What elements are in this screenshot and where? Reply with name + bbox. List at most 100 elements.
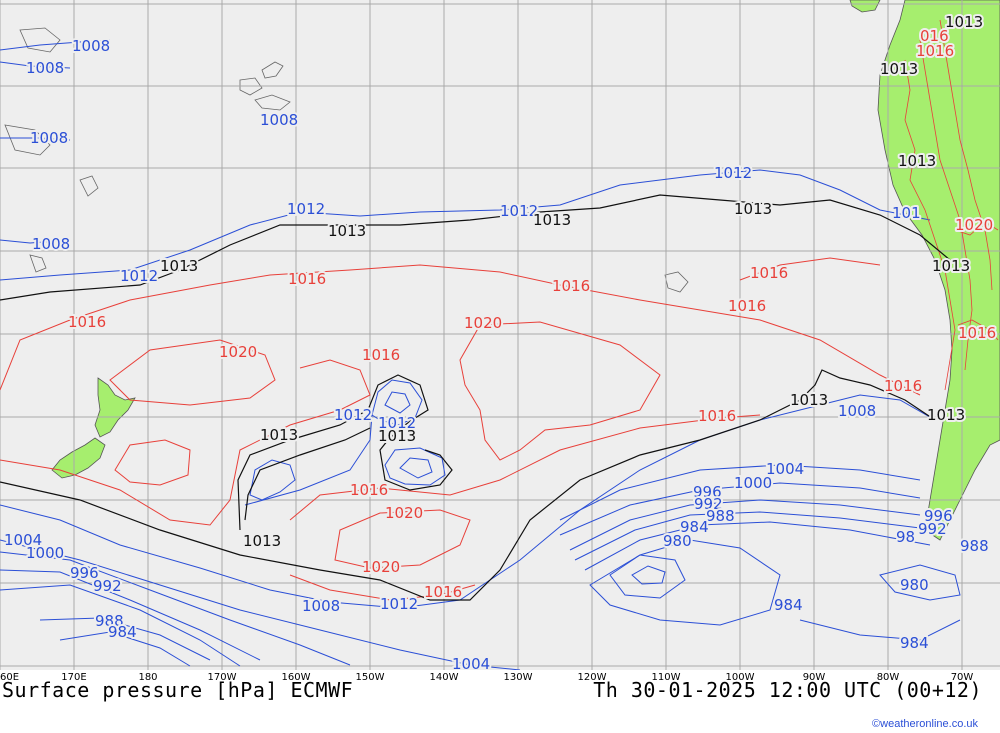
longitude-tick-label: 60E xyxy=(0,672,19,683)
isobar-980-se xyxy=(879,564,961,601)
longitude-tick-label: 90W xyxy=(803,672,826,683)
isobar-1008-nw xyxy=(0,39,111,51)
isobar-1013-low-inner xyxy=(244,427,371,521)
island-outline xyxy=(239,77,263,96)
isobar-label: 1008 xyxy=(30,129,68,147)
isobar-label: 1012 xyxy=(714,164,752,182)
isobar-1012-east-low xyxy=(384,447,446,486)
longitude-tick-label: 140W xyxy=(430,672,459,683)
isobar-label: 1013 xyxy=(898,152,936,170)
isobar-label: 98 xyxy=(896,528,915,546)
isobar-1012-inner2 xyxy=(384,391,411,414)
isobar-label: 1013 xyxy=(790,391,828,409)
isobar-label: 988 xyxy=(95,612,124,630)
isobar-992 xyxy=(0,584,241,667)
isobar-1012-east-low2 xyxy=(399,457,433,479)
isobar-1013-south xyxy=(0,369,936,601)
isobar-label: 1016 xyxy=(552,277,590,295)
island-outline xyxy=(79,175,99,197)
isobar-1000 xyxy=(0,551,351,666)
isobar-label: 992 xyxy=(694,495,723,513)
map-footer: 60E 170E 180 170W 160W 150W 140W 130W 12… xyxy=(0,670,1000,733)
isobar-label: 1013 xyxy=(880,60,918,78)
isobar-label: 1004 xyxy=(452,655,490,670)
isobar-label: 1013 xyxy=(945,13,983,31)
isobar-label: 1016 xyxy=(362,346,400,364)
isobar-label: 1020 xyxy=(464,314,502,332)
isobars-low xyxy=(0,39,961,670)
isobar-label: 1016 xyxy=(424,583,462,601)
isobar-label: 1020 xyxy=(362,558,400,576)
isobar-label: 988 xyxy=(706,507,735,525)
longitude-tick-label: 100W xyxy=(726,672,755,683)
isobar-label: 1013 xyxy=(260,426,298,444)
isobar-1020-west xyxy=(109,339,276,406)
isobar-label: 1016 xyxy=(698,407,736,425)
isobar-label: 1004 xyxy=(766,460,804,478)
isobar-1012-north xyxy=(0,169,931,281)
new-zealand-south-island xyxy=(51,437,106,479)
isobar-label: 996 xyxy=(693,483,722,501)
isobar-1016-north xyxy=(0,264,921,396)
isobar-984 xyxy=(59,631,191,667)
isobar-label: 1012 xyxy=(334,406,372,424)
isobar-label: 1008 xyxy=(302,597,340,615)
isobar-label: 980 xyxy=(900,576,929,594)
isobar-label: 016 xyxy=(920,27,949,45)
isobar-label: 1020 xyxy=(955,216,993,234)
isobar-label: 1013 xyxy=(160,257,198,275)
isobar-984-east xyxy=(589,539,781,626)
longitude-tick-label: 120W xyxy=(578,672,607,683)
isobar-label: 984 xyxy=(900,634,929,652)
island-outline xyxy=(664,271,689,293)
isobar-label: 1013 xyxy=(533,211,571,229)
isobar-1016-south xyxy=(0,359,371,526)
isobars-high xyxy=(0,257,921,601)
isobar-label: 992 xyxy=(93,577,122,595)
credit-link[interactable]: ©weatheronline.co.uk xyxy=(872,718,978,730)
isobar-1008-west xyxy=(0,137,71,141)
new-zealand-north-island xyxy=(94,377,136,438)
andes-contours xyxy=(904,19,999,391)
isobar-1008-west2 xyxy=(0,239,71,244)
isobar-label: 1012 xyxy=(500,202,538,220)
isobar-1000-east xyxy=(559,482,921,536)
island-outline xyxy=(19,27,61,53)
isobar-1012-west-low xyxy=(249,459,296,501)
isobars-standard xyxy=(0,194,951,601)
longitude-tick-label: 80W xyxy=(877,672,900,683)
isobar-1016-lower xyxy=(289,414,761,521)
isobar-label: 1008 xyxy=(26,59,64,77)
isobar-label: 1013 xyxy=(932,257,970,275)
isobar-label: 101 xyxy=(892,204,921,222)
map-title: Surface pressure [hPa] ECMWF xyxy=(2,678,354,702)
isobar-1012-inner xyxy=(371,379,423,426)
isobar-label: 1008 xyxy=(260,111,298,129)
isobar-label: 1016 xyxy=(884,377,922,395)
isobar-1004 xyxy=(0,539,521,670)
isobar-976-center xyxy=(631,565,666,585)
island-outline xyxy=(4,124,51,156)
land-layer xyxy=(51,0,1000,541)
island-outline xyxy=(261,61,284,79)
south-america-land xyxy=(877,0,1000,541)
island-outline xyxy=(29,254,47,273)
isobar-label: 1013 xyxy=(243,532,281,550)
isobar-label: 1012 xyxy=(380,595,418,613)
isobar-label: 1000 xyxy=(734,474,772,492)
isobar-988 xyxy=(39,617,211,661)
isobar-1013-north xyxy=(0,194,951,301)
isobar-label: 1016 xyxy=(350,481,388,499)
isobar-label: 1013 xyxy=(378,427,416,445)
longitude-tick-label: 180 xyxy=(138,672,157,683)
isobar-984-se xyxy=(799,619,961,641)
isobar-label: 996 xyxy=(70,564,99,582)
islands xyxy=(4,27,689,293)
isobar-label: 1013 xyxy=(328,222,366,240)
isobar-label: 1016 xyxy=(288,270,326,288)
isobar-980-center xyxy=(609,554,686,599)
longitude-tick-label: 150W xyxy=(356,672,385,683)
longitude-tick-label: 170E xyxy=(61,672,86,683)
isobar-labels-standard: 1013 1013 1013 1013 1013 1013 1013 1013 … xyxy=(158,11,985,552)
longitude-tick-label: 110W xyxy=(652,672,681,683)
